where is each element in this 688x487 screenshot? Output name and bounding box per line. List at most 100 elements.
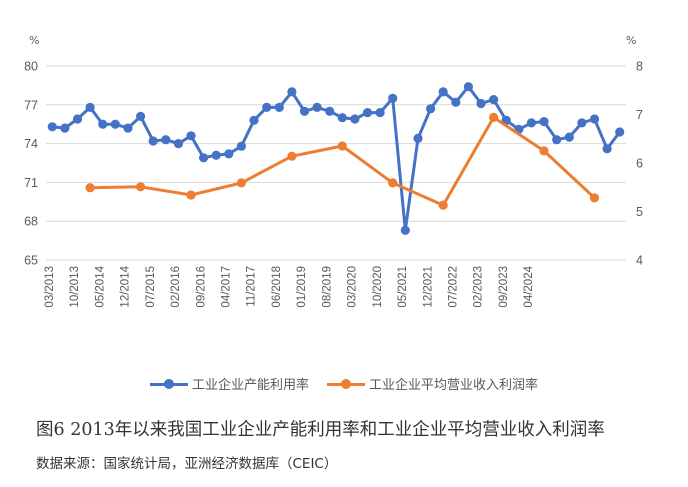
x-axis-tick-label: 07/2022 [447,266,459,308]
data-point-0 [589,114,600,124]
left-axis-tick-label: 80 [24,60,38,74]
x-axis-tick-label: 05/2021 [397,266,409,308]
data-point-0 [438,87,448,97]
data-point-0 [186,131,196,141]
left-axis-tick-label: 68 [24,215,38,229]
data-point-0 [552,135,562,145]
x-axis-tick-label: 06/2018 [271,266,283,308]
data-point-0 [85,102,95,112]
data-point-1 [438,200,448,210]
x-axis-tick-label: 07/2015 [145,266,157,308]
data-point-0 [98,119,108,129]
data-point-0 [262,102,272,112]
legend: 工业企业产能利用率 工业企业平均营业收入利润率 [0,374,688,393]
data-point-0 [577,118,587,128]
data-point-0 [148,136,158,146]
data-point-0 [463,82,473,92]
series-line-0 [52,85,621,232]
data-point-0 [47,122,57,132]
data-point-0 [325,106,335,116]
x-axis-tick-label: 03/2013 [44,266,56,308]
figure-caption: 图6 2013年以来我国工业企业产能利用率和工业企业平均营业收入利润率 [36,420,605,440]
x-axis-tick-label: 12/2014 [120,265,132,307]
data-point-0 [287,87,297,97]
data-point-1 [337,141,347,151]
data-point-0 [602,144,612,154]
x-axis-ticks: 03/2013 10/2013 05/2014 12/2014 07/2015 02/20… [44,265,535,307]
x-axis-tick-label: 09/2016 [195,266,207,308]
left-axis-unit: % [29,34,39,47]
legend-item-profit: 工业企业平均营业收入利润率 [327,374,538,393]
data-point-0 [615,127,625,137]
right-axis-tick-label: 5 [636,205,643,219]
data-point-0 [564,132,574,142]
data-point-0 [299,106,310,116]
data-point-0 [161,135,171,145]
x-axis-tick-label: 02/2023 [473,266,485,308]
legend-swatch-blue [149,378,188,390]
data-point-1 [136,182,146,192]
data-point-0 [211,150,221,160]
legend-label-profit: 工业企业平均营业收入利润率 [369,378,539,393]
left-axis-ticks: 65 68 71 74 77 80 [24,60,38,268]
data-point-0 [489,95,499,105]
x-axis-tick-label: 02/2016 [170,266,182,308]
x-axis-tick-label: 11/2017 [246,266,258,307]
data-point-0 [199,153,209,163]
data-point-0 [337,113,347,123]
data-point-0 [388,93,398,103]
right-axis-tick-label: 7 [636,108,643,122]
data-point-0 [413,133,423,143]
x-axis-tick-label: 03/2020 [347,266,359,308]
legend-label-capacity: 工业企业产能利用率 [191,378,309,393]
right-axis-tick-label: 4 [636,254,643,268]
data-point-1 [539,146,549,156]
x-axis-tick-label: 05/2014 [94,265,106,307]
data-source: 数据来源：国家统计局，亚洲经济数据库（CEIC） [36,456,338,472]
left-axis-tick-label: 71 [24,176,38,190]
line-chart: % % 65 68 71 74 77 80 4 5 6 7 8 03/2013 10/2013 05/… [24,34,643,308]
data-point-0 [173,139,183,149]
data-point-0 [451,97,461,107]
left-axis-tick-label: 65 [24,254,38,268]
data-point-0 [123,123,133,133]
data-point-0 [350,114,360,124]
x-axis-tick-label: 08/2019 [321,266,333,308]
data-point-0 [236,141,246,151]
data-point-0 [426,104,436,114]
data-point-0 [110,119,120,129]
legend-item-capacity: 工业企业产能利用率 [149,374,309,393]
legend-swatch-orange [327,378,365,390]
data-point-0 [362,108,373,118]
data-point-0 [476,98,486,109]
data-point-1 [589,193,600,203]
data-point-0 [539,117,549,127]
data-point-0 [249,115,259,125]
data-point-0 [136,111,146,121]
right-axis-unit: % [626,34,636,47]
data-point-0 [60,123,70,133]
data-point-1 [489,112,499,122]
right-axis-tick-label: 8 [636,60,643,74]
x-axis-tick-label: 04/2017 [221,266,233,308]
left-axis-tick-label: 74 [24,137,38,151]
x-axis-tick-label: 01/2019 [296,266,308,308]
data-point-1 [287,151,297,161]
x-axis-tick-label: 04/2024 [523,265,535,307]
left-axis-tick-label: 77 [24,98,38,112]
x-axis-tick-label: 10/2013 [69,266,81,308]
data-point-0 [312,102,322,112]
data-point-0 [400,225,410,235]
data-point-1 [186,190,196,200]
data-point-0 [375,108,385,118]
data-point-1 [236,178,246,188]
data-point-1 [85,183,95,193]
data-point-0 [72,114,83,124]
gridlines [46,65,626,261]
series-layer [47,82,625,235]
data-point-0 [224,149,234,159]
data-point-1 [388,178,398,188]
right-axis-ticks: 4 5 6 7 8 [636,60,643,268]
data-point-0 [526,118,537,128]
x-axis-tick-label: 12/2021 [422,266,434,308]
